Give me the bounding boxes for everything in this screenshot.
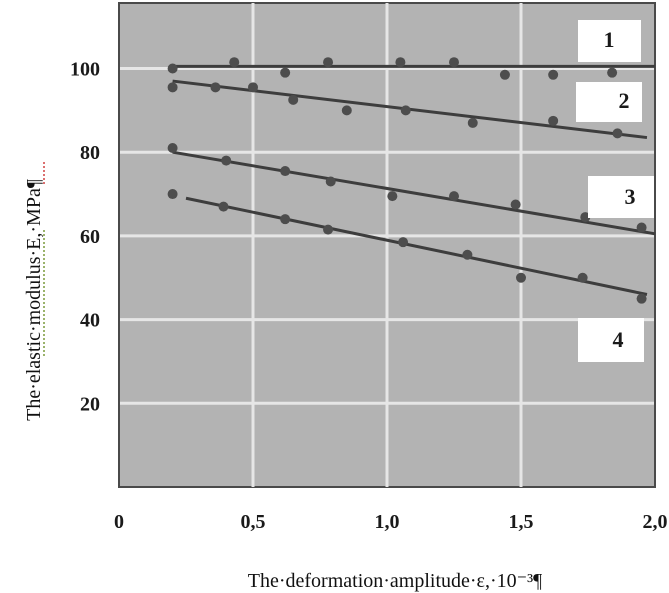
- series-3-point-4: [387, 191, 398, 202]
- x-tick-label-3: 1,5: [509, 511, 534, 533]
- series-4-point-7: [577, 272, 588, 283]
- x-tick-label-2: 1,0: [375, 511, 400, 533]
- y-tick-label-2: 60: [80, 226, 100, 248]
- x-tick-label-1: 0,5: [241, 511, 266, 533]
- series-3-label: 3: [625, 184, 636, 209]
- series-labels: 1 2 3 4: [576, 20, 654, 362]
- series-4-point-6: [516, 272, 526, 283]
- data-points: [167, 57, 647, 304]
- series-1-point-5: [449, 57, 459, 68]
- series-2-point-7: [548, 115, 559, 126]
- series-4-point-2: [280, 214, 291, 225]
- series-4-point-0: [167, 189, 178, 200]
- series-4-point-1: [218, 201, 229, 212]
- y-axis-title: The·elastic·modulus·E,·MPa¶: [23, 179, 45, 421]
- series-4-box: [578, 318, 644, 362]
- series-2-point-6: [467, 117, 478, 128]
- series-1-point-2: [280, 67, 291, 78]
- y-tick-label-0: 20: [80, 393, 100, 415]
- series-2-point-1: [210, 82, 221, 93]
- series-1-point-4: [395, 57, 406, 68]
- x-axis-ticks: 0 0,5 1,0 1,5 2,0: [114, 511, 668, 533]
- series-4-point-4: [398, 237, 409, 248]
- series-2-point-3: [288, 94, 299, 105]
- series-2-point-5: [400, 105, 411, 116]
- series-2-box: [576, 82, 642, 122]
- y-tick-label-1: 40: [80, 310, 100, 332]
- series-1-point-8: [607, 67, 618, 78]
- series-2-label: 2: [619, 88, 630, 113]
- series-3-point-8: [636, 222, 647, 233]
- series-3-point-7: [580, 212, 591, 223]
- series-3-point-0: [167, 143, 178, 154]
- x-tick-label-4: 2,0: [643, 511, 668, 533]
- series-4-label: 4: [613, 327, 624, 352]
- series-1-label: 1: [604, 27, 615, 52]
- series-1-point-0: [167, 63, 178, 74]
- y-tick-label-3: 80: [80, 142, 100, 164]
- x-axis-title: The·deformation·amplitude·ε,·10⁻³¶: [248, 570, 542, 592]
- series-4-fit-line: [185, 196, 648, 296]
- y-axis-ticks: 20 40 60 80 100: [70, 59, 100, 416]
- series-1-box: [578, 20, 641, 62]
- y-tick-label-4: 100: [70, 59, 100, 81]
- series-4-point-3: [323, 224, 334, 235]
- series-2-point-0: [167, 82, 178, 93]
- series-3-box: [588, 176, 654, 218]
- series-1-point-7: [548, 69, 559, 80]
- series-3-point-6: [510, 199, 521, 210]
- series-1-point-3: [323, 57, 334, 68]
- series-2-point-8: [612, 128, 623, 139]
- series-1-point-1: [229, 57, 240, 68]
- series-3-point-2: [280, 166, 291, 177]
- series-4-point-5: [462, 249, 473, 260]
- series-3-point-5: [449, 191, 459, 202]
- x-tick-label-0: 0: [114, 511, 124, 533]
- series-1-point-6: [499, 69, 510, 80]
- series-4-point-8: [636, 293, 647, 304]
- series-3-point-1: [221, 155, 232, 166]
- series-3-point-3: [325, 176, 336, 187]
- series-3-fit-line: [172, 150, 656, 236]
- series-2-point-4: [341, 105, 352, 116]
- series-2-point-2: [248, 82, 258, 93]
